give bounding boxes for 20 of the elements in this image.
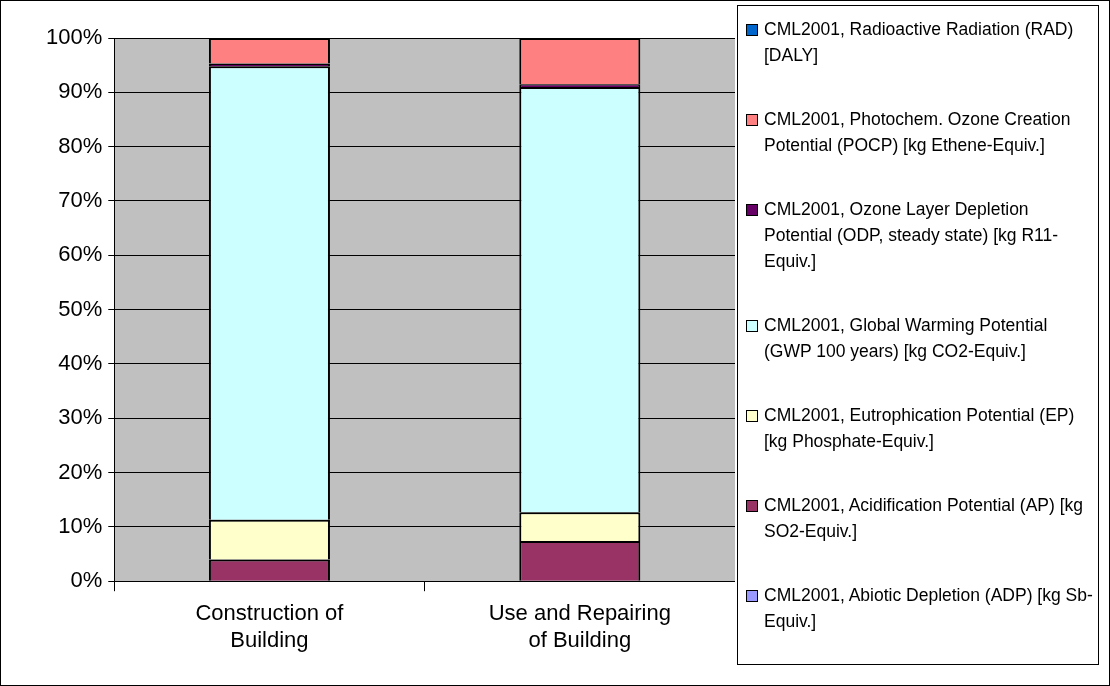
y-tick-label: 80%	[58, 132, 103, 158]
legend-label: CML2001, Radioactive Radiation (RAD) [DALY]	[764, 18, 1075, 67]
legend-label: CML2001, Photochem. Ozone Creation Potential (POCP) [kg Ethene-Equiv.]	[764, 108, 1072, 157]
x-tick-label: Use and Repairing of Building	[488, 600, 671, 652]
y-tick-label: 30%	[58, 404, 103, 430]
y-tick-label: 40%	[58, 349, 103, 375]
y-tick-label: 70%	[58, 187, 103, 213]
legend-label: CML2001, Ozone Layer Depletion Potential (ODP, steady state) [kg R11-Equiv.]	[764, 198, 1060, 273]
y-tick-label: 60%	[58, 241, 103, 267]
legend-label: CML2001, Abiotic Depletion (ADP) [kg Sb-Equiv.]	[764, 584, 1094, 633]
legend-label: CML2001, Eutrophication Potential (EP) [kg Phosphate-Equiv.]	[764, 404, 1076, 453]
x-tick-label: Construction of Building	[195, 600, 345, 652]
y-tick-label: 0%	[70, 567, 103, 593]
legend-label: CML2001, Acidification Potential (AP) [kg SO2-Equiv.]	[764, 494, 1085, 543]
y-tick-label: 20%	[58, 458, 103, 484]
y-tick-label: 90%	[58, 78, 103, 104]
y-tick-label: 50%	[58, 295, 103, 321]
y-tick-label: 100%	[45, 24, 103, 50]
y-tick-label: 10%	[58, 512, 103, 538]
legend-label: CML2001, Global Warming Potential (GWP 100 years) [kg CO2-Equiv.]	[764, 314, 1049, 363]
